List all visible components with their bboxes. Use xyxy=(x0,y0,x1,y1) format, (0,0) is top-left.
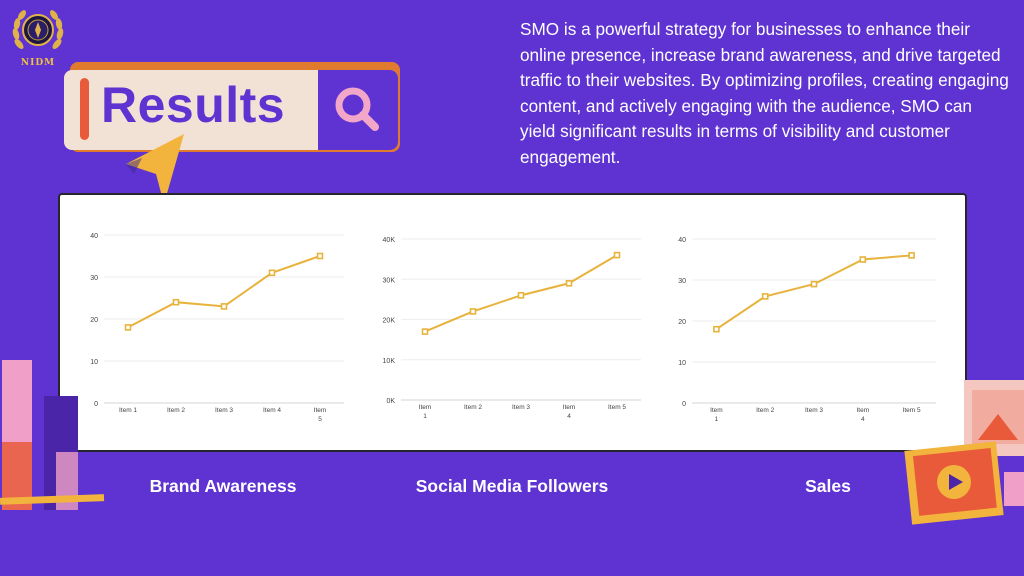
data-point xyxy=(713,325,720,333)
caption-brand-awareness: Brand Awareness xyxy=(149,476,297,496)
results-banner: Results xyxy=(64,70,398,150)
data-point xyxy=(469,308,477,315)
data-point xyxy=(220,303,228,310)
y-tick-label: 30 xyxy=(90,275,98,282)
x-tick-label: Item 5 xyxy=(903,407,921,414)
media-decoration xyxy=(904,380,1024,525)
x-tick-label: Item 4 xyxy=(563,404,576,420)
y-tick-label: 20 xyxy=(90,317,98,324)
search-icon xyxy=(335,87,379,131)
y-tick-label: 0K xyxy=(386,398,395,405)
x-tick-label: Item 2 xyxy=(756,407,774,414)
data-point xyxy=(565,279,573,287)
search-icon-box xyxy=(318,70,398,150)
y-tick-label: 40 xyxy=(678,237,686,244)
data-point xyxy=(761,293,769,300)
x-tick-label: Item 4 xyxy=(263,407,281,414)
data-point xyxy=(124,324,132,331)
x-tick-label: Item 5 xyxy=(608,404,626,411)
y-tick-label: 10K xyxy=(383,358,396,365)
banner-accent-bar xyxy=(80,78,89,140)
data-point xyxy=(613,251,621,259)
description-text: SMO is a powerful strategy for businesse… xyxy=(520,19,1009,167)
data-point xyxy=(810,280,818,288)
x-tick-label: Item 3 xyxy=(512,404,530,411)
data-point xyxy=(316,252,324,260)
x-tick-label: Item 1 xyxy=(710,407,723,423)
x-tick-label: Item 1 xyxy=(419,404,432,420)
x-tick-label: Item 3 xyxy=(215,407,233,414)
y-tick-label: 0 xyxy=(94,401,98,408)
x-tick-label: Item 2 xyxy=(464,404,482,411)
x-tick-label: Item 5 xyxy=(314,407,327,423)
y-tick-label: 30K xyxy=(383,277,396,284)
caption-social-media-followers: Social Media Followers xyxy=(415,476,609,496)
y-tick-label: 20 xyxy=(678,319,686,326)
caption-sales: Sales xyxy=(805,476,851,496)
x-tick-label: Item 4 xyxy=(856,407,869,423)
x-tick-label: Item 2 xyxy=(167,407,185,414)
cursor-icon xyxy=(126,134,184,204)
data-point xyxy=(172,298,180,306)
y-tick-label: 40 xyxy=(90,233,98,240)
charts-svg: 0 10 20 30 40 Item 1 Item 2 Item 3 Item 4 Item 5 0K… xyxy=(90,233,936,423)
nidm-logo: NIDM xyxy=(8,6,68,68)
bars-decoration xyxy=(0,360,105,510)
y-tick-label: 20K xyxy=(383,318,396,325)
logo-text: NIDM xyxy=(20,58,56,68)
y-tick-label: 30 xyxy=(678,278,686,285)
series-line xyxy=(127,255,321,329)
charts-panel: 0 10 20 30 40 Item 1 Item 2 Item 3 Item 4 Item 5 0K… xyxy=(58,193,967,452)
y-tick-label: 10 xyxy=(678,360,686,367)
x-tick-label: Item 3 xyxy=(805,407,823,414)
laurel-wreath-icon xyxy=(12,10,64,49)
data-point xyxy=(268,269,276,277)
y-tick-label: 40K xyxy=(383,237,396,244)
data-point xyxy=(859,256,867,263)
x-tick-label: Item 1 xyxy=(119,407,137,414)
data-point xyxy=(421,328,429,335)
y-tick-label: 10 xyxy=(90,359,98,366)
banner-title: Results xyxy=(101,77,286,133)
data-point xyxy=(517,292,525,299)
series-line xyxy=(715,254,912,331)
data-point xyxy=(908,252,915,259)
y-tick-label: 0 xyxy=(682,401,686,408)
